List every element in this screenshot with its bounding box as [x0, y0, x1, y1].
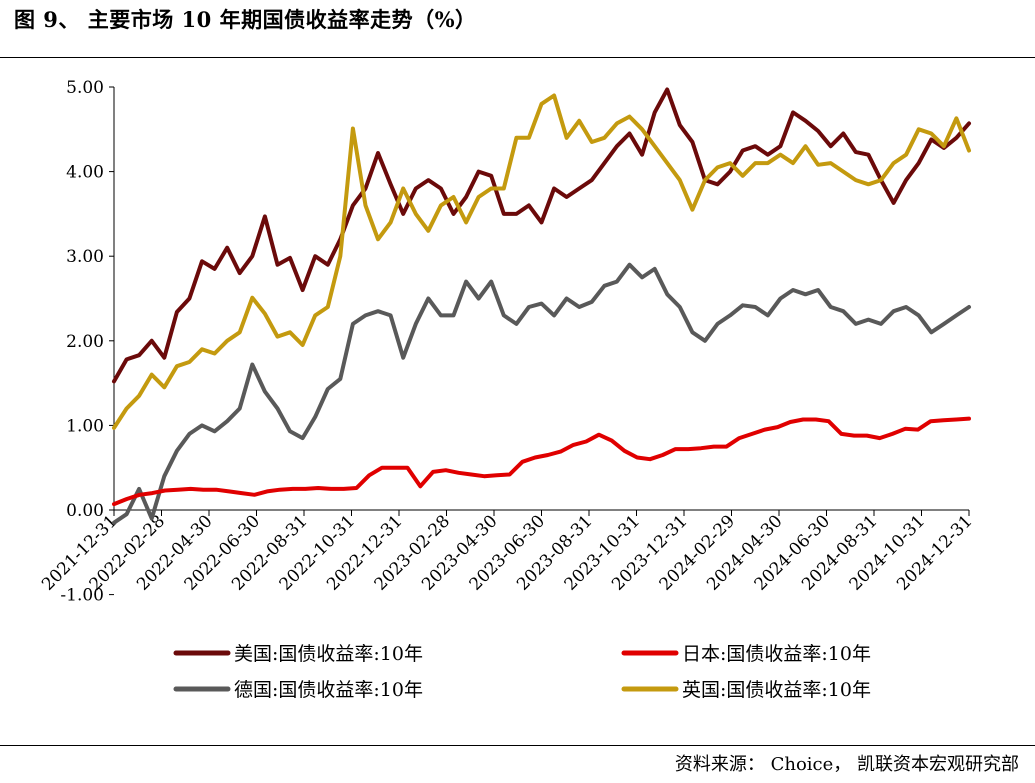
chart-series	[112, 87, 971, 525]
line-chart: -1.000.001.002.003.004.005.002021-12-312…	[38, 78, 976, 701]
series-line	[112, 416, 971, 507]
chart-title: 图 9、 主要市场 10 年期国债收益率走势（%）	[14, 7, 477, 32]
y-tick-label: 2.00	[66, 332, 104, 352]
y-tick-label: 5.00	[66, 78, 104, 98]
series-line	[112, 93, 971, 430]
legend-label: 德国:国债收益率:10年	[234, 679, 423, 701]
y-tick-label: 4.00	[66, 163, 104, 183]
series-line	[112, 87, 971, 384]
legend-label: 美国:国债收益率:10年	[234, 643, 423, 665]
y-tick-label: 3.00	[66, 247, 104, 267]
legend-label: 英国:国债收益率:10年	[682, 679, 871, 701]
y-tick-label: 1.00	[66, 416, 104, 436]
source-note: 资料来源： Choice， 凯联资本宏观研究部	[674, 754, 1019, 775]
chart-axes: -1.000.001.002.003.004.005.002021-12-312…	[38, 78, 976, 606]
footer-divider	[0, 745, 1035, 746]
legend-label: 日本:国债收益率:10年	[682, 643, 871, 665]
y-tick-label: -1.00	[60, 586, 104, 606]
title-divider	[0, 57, 1035, 58]
series-line	[112, 262, 971, 525]
y-tick-label: 0.00	[66, 501, 104, 521]
